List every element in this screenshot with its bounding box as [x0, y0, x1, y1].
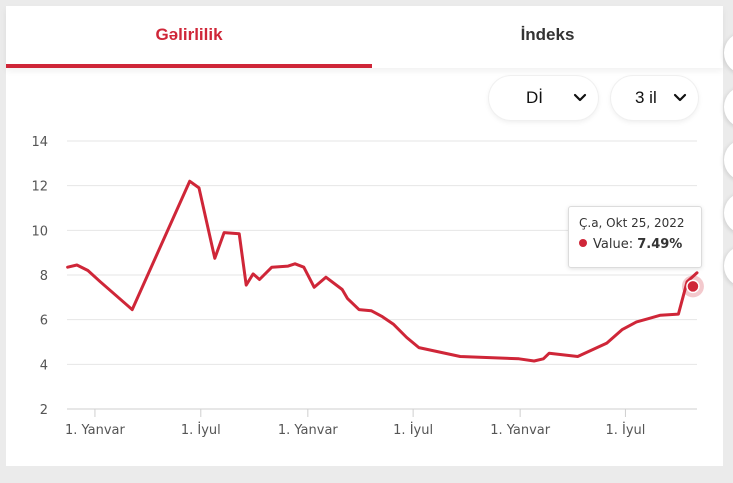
series-dot-icon: [579, 239, 587, 247]
chevron-down-icon: [673, 93, 687, 102]
currency-select-value: Dİ: [526, 88, 543, 107]
chart-tooltip: Ç.a, Okt 25, 2022 Value: 7.49%: [568, 206, 702, 268]
x-tick-label: 1. Yanvar: [65, 423, 126, 438]
side-panel-tab-3[interactable]: [724, 139, 733, 181]
y-tick-label: 14: [31, 135, 48, 150]
y-tick-label: 12: [31, 180, 48, 195]
y-tick-label: 4: [40, 358, 48, 373]
currency-select[interactable]: Dİ: [489, 76, 598, 120]
period-select[interactable]: 3 il: [611, 76, 698, 120]
tooltip-value: 7.49%: [637, 237, 683, 252]
x-tick-label: 1. Yanvar: [490, 423, 551, 438]
period-select-value: 3 il: [635, 88, 657, 107]
chevron-down-icon: [573, 93, 587, 102]
x-tick-label: 1. İyul: [393, 422, 433, 438]
tab-index[interactable]: İndeks: [520, 25, 575, 44]
y-tick-label: 2: [40, 403, 48, 418]
series-line: [66, 179, 699, 363]
tooltip-date: Ç.a, Okt 25, 2022: [579, 216, 685, 230]
tooltip-value-row: Value: 7.49%: [579, 237, 682, 252]
y-tick-label: 10: [31, 224, 48, 239]
side-panel-tab-1[interactable]: [724, 32, 733, 74]
y-tick-label: 6: [40, 314, 48, 329]
highlight-marker[interactable]: [686, 279, 700, 294]
tab-returns[interactable]: Gəlirlilik: [6, 6, 372, 68]
side-panel-tab-2[interactable]: [724, 86, 733, 128]
x-tick-label: 1. Yanvar: [278, 423, 339, 438]
side-panel-tab-5[interactable]: [724, 245, 733, 287]
y-tick-label: 8: [40, 269, 48, 284]
x-tick-label: 1. İyul: [605, 422, 645, 438]
x-tick-label: 1. İyul: [181, 422, 221, 438]
side-panel-tab-4[interactable]: [724, 192, 733, 234]
tooltip-value-label: Value:: [593, 237, 634, 252]
tab-bar: Gəlirlilik İndeks: [6, 6, 723, 68]
